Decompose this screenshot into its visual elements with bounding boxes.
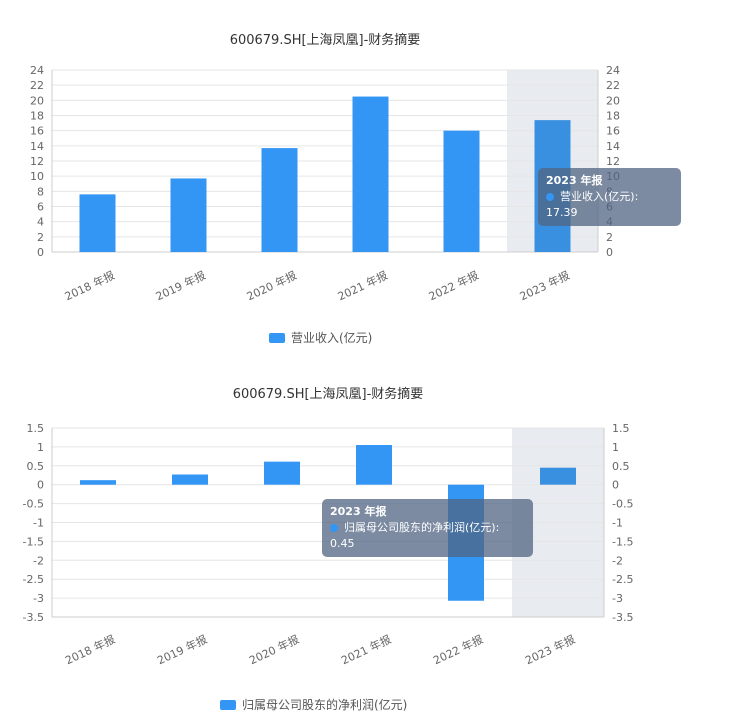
x-tick-label: 2022 年报 [426, 268, 480, 303]
y-tick-label-left: 10 [30, 170, 44, 183]
y-tick-label-left: -1.5 [23, 535, 44, 548]
bar-2023-年报 [540, 467, 576, 485]
y-tick-label-right: -2 [612, 554, 623, 567]
y-tick-label-left: -0.5 [23, 498, 44, 511]
tooltip-row: 归属母公司股东的净利润(亿元): [330, 520, 525, 536]
y-tick-label-right: 12 [606, 155, 620, 168]
y-tick-label-left: 2 [37, 231, 44, 244]
bar-2021-年报 [356, 445, 392, 485]
y-tick-label-left: 16 [30, 125, 44, 138]
y-tick-label-left: 0 [37, 479, 44, 492]
x-tick-label: 2022 年报 [431, 632, 485, 667]
y-tick-label-right: 1.5 [612, 422, 630, 435]
legend-net-profit[interactable]: 归属母公司股东的净利润(亿元) [220, 696, 407, 713]
tooltip-value: 17.39 [546, 206, 578, 219]
x-tick-label: 2020 年报 [247, 632, 301, 667]
x-tick-label: 2021 年报 [339, 632, 393, 667]
y-tick-label-left: 6 [37, 201, 44, 214]
legend-revenue[interactable]: 营业收入(亿元) [269, 329, 372, 346]
x-tick-label: 2021 年报 [335, 268, 389, 303]
y-tick-label-right: 24 [606, 64, 620, 77]
y-tick-label-left: 24 [30, 64, 44, 77]
y-tick-label-right: 18 [606, 110, 620, 123]
x-tick-label: 2018 年报 [62, 268, 116, 303]
tooltip-net-profit: 2023 年报 归属母公司股东的净利润(亿元): 0.45 [322, 499, 533, 557]
y-tick-label-left: 22 [30, 79, 44, 92]
tooltip-revenue: 2023 年报 营业收入(亿元): 17.39 [538, 168, 681, 226]
y-tick-label-right: -3 [612, 592, 623, 605]
y-tick-label-right: -1.5 [612, 535, 633, 548]
x-tick-label: 2018 年报 [63, 632, 117, 667]
y-tick-label-left: -2 [33, 554, 44, 567]
y-tick-label-left: 20 [30, 94, 44, 107]
x-tick-label: 2023 年报 [517, 268, 571, 303]
tooltip-label: 归属母公司股东的净利润(亿元): [344, 521, 500, 534]
tooltip-title: 2023 年报 [546, 174, 603, 187]
bar-2018-年报 [80, 480, 116, 485]
chart-1: 600679.SH[上海凤凰]-财务摘要00224466881010121214… [30, 32, 620, 303]
y-tick-label-right: -1 [612, 517, 623, 530]
y-tick-label-left: -3 [33, 592, 44, 605]
legend-label: 营业收入(亿元) [291, 331, 373, 345]
y-tick-label-right: 0.5 [612, 460, 630, 473]
x-tick-label: 2019 年报 [153, 268, 207, 303]
legend-swatch [220, 699, 236, 710]
legend-swatch [269, 332, 285, 343]
y-tick-label-left: 0.5 [27, 460, 45, 473]
y-tick-label-left: 8 [37, 185, 44, 198]
y-tick-label-right: 14 [606, 140, 620, 153]
x-tick-label: 2019 年报 [155, 632, 209, 667]
y-tick-label-left: 1.5 [27, 422, 45, 435]
y-tick-label-right: 1 [612, 441, 619, 454]
bar-2020-年报 [264, 461, 300, 485]
tooltip-row: 营业收入(亿元): 17.39 [546, 190, 639, 219]
y-tick-label-left: -2.5 [23, 573, 44, 586]
y-tick-label-right: -3.5 [612, 611, 633, 624]
y-tick-label-left: 14 [30, 140, 44, 153]
tooltip-title: 2023 年报 [330, 505, 387, 518]
bar-2021-年报 [352, 96, 389, 253]
x-tick-label: 2020 年报 [244, 268, 298, 303]
y-tick-label-right: 20 [606, 94, 620, 107]
series-dot-icon [330, 524, 338, 532]
tooltip-value: 0.45 [330, 537, 355, 550]
y-tick-label-left: 0 [37, 246, 44, 259]
y-tick-label-right: 22 [606, 79, 620, 92]
chart-title: 600679.SH[上海凤凰]-财务摘要 [230, 32, 421, 48]
y-tick-label-left: 18 [30, 110, 44, 123]
legend-label: 归属母公司股东的净利润(亿元) [242, 698, 408, 712]
bar-2018-年报 [79, 194, 116, 252]
chart-title: 600679.SH[上海凤凰]-财务摘要 [233, 386, 424, 402]
y-tick-label-left: 4 [37, 216, 44, 229]
series-dot-icon [546, 193, 554, 201]
y-tick-label-right: -0.5 [612, 498, 633, 511]
bar-2019-年报 [170, 178, 207, 252]
y-tick-label-left: 12 [30, 155, 44, 168]
y-tick-label-left: -3.5 [23, 611, 44, 624]
y-tick-label-right: 0 [606, 246, 613, 259]
y-tick-label-left: 1 [37, 441, 44, 454]
bar-2019-年报 [172, 474, 208, 485]
y-tick-label-right: 0 [612, 479, 619, 492]
bar-2022-年报 [443, 130, 480, 252]
y-tick-label-right: 16 [606, 125, 620, 138]
y-tick-label-right: -2.5 [612, 573, 633, 586]
tooltip-label: 营业收入(亿元) [560, 190, 635, 203]
y-tick-label-left: -1 [33, 517, 44, 530]
bar-2020-年报 [261, 148, 298, 252]
y-tick-label-right: 2 [606, 231, 613, 244]
x-tick-label: 2023 年报 [523, 632, 577, 667]
